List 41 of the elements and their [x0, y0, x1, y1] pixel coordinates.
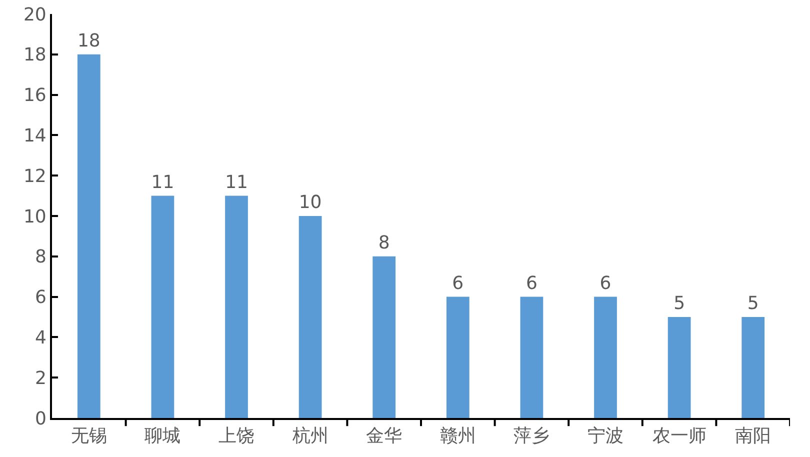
data-label: 5	[747, 293, 759, 314]
x-tick-label: 南阳	[735, 426, 772, 447]
bar	[668, 317, 691, 418]
y-tick-label: 2	[34, 368, 46, 389]
x-tick-label: 赣州	[440, 426, 476, 447]
data-label: 6	[526, 272, 538, 294]
y-tick-label: 6	[34, 287, 46, 308]
bar	[151, 196, 174, 418]
y-tick-label: 18	[23, 44, 46, 66]
data-label: 6	[452, 272, 464, 294]
bar	[298, 216, 322, 418]
bar	[225, 196, 248, 418]
bar	[446, 296, 470, 418]
y-tick-label: 4	[34, 328, 46, 348]
bar	[594, 296, 617, 418]
data-label: 8	[378, 232, 390, 254]
data-label: 5	[674, 293, 686, 314]
data-label: 18	[77, 30, 100, 52]
x-tick-label: 金华	[366, 426, 402, 447]
x-tick-label: 宁波	[588, 426, 624, 447]
y-tick-label: 12	[23, 166, 46, 187]
y-tick-label: 10	[23, 206, 46, 228]
y-tick-label: 0	[34, 408, 46, 430]
x-tick-label: 萍乡	[514, 426, 550, 447]
data-label: 10	[298, 192, 322, 214]
x-tick-label: 杭州	[291, 426, 328, 447]
bar	[77, 54, 100, 418]
bar	[520, 296, 544, 418]
data-label: 6	[600, 272, 612, 294]
y-tick-label: 20	[23, 4, 46, 26]
x-tick-label: 聊城	[144, 426, 181, 447]
x-tick-label: 上饶	[218, 426, 254, 447]
y-tick-label: 16	[23, 85, 46, 106]
x-tick-label: 无锡	[70, 426, 107, 447]
y-tick-label: 8	[34, 246, 46, 268]
bar	[372, 256, 396, 418]
bar	[742, 317, 765, 418]
y-tick-label: 14	[23, 126, 46, 146]
x-tick-label: 农一师	[652, 426, 706, 447]
data-label: 11	[225, 172, 248, 193]
data-label: 11	[151, 172, 174, 193]
